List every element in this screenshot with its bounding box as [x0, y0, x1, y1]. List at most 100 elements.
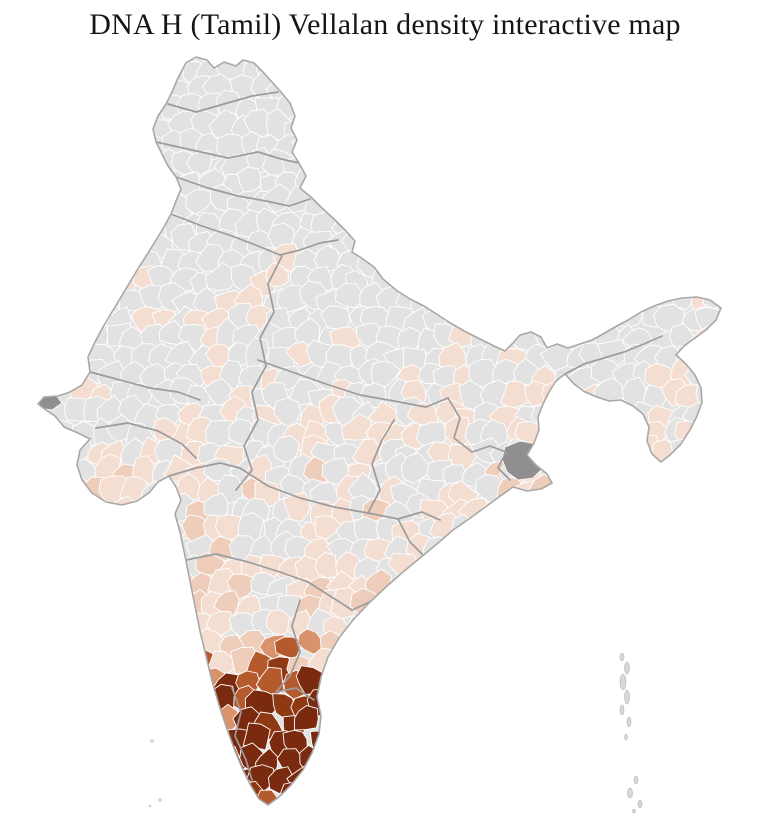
district-cell[interactable]	[14, 264, 42, 296]
district-cell[interactable]	[654, 613, 687, 642]
district-cell[interactable]	[678, 606, 708, 637]
district-cell[interactable]	[492, 749, 524, 774]
district-cell[interactable]	[587, 664, 621, 693]
district-cell[interactable]	[680, 694, 707, 720]
district-cell[interactable]	[336, 740, 366, 772]
district-cell[interactable]	[551, 440, 582, 468]
district-cell[interactable]	[51, 653, 80, 682]
district-cell[interactable]	[724, 210, 754, 238]
district-cell[interactable]	[609, 477, 643, 504]
district-cell[interactable]	[642, 555, 678, 586]
district-cell[interactable]	[114, 733, 142, 761]
district-cell[interactable]	[529, 95, 560, 123]
district-cell[interactable]	[247, 802, 275, 813]
district-cell[interactable]	[12, 724, 40, 749]
district-cell[interactable]	[595, 210, 624, 237]
district-cell[interactable]	[425, 692, 455, 717]
district-cell[interactable]	[715, 495, 742, 523]
district-cell[interactable]	[710, 513, 739, 537]
district-cell[interactable]	[668, 210, 695, 239]
district-cell[interactable]	[429, 151, 456, 181]
district-cell[interactable]	[720, 113, 750, 142]
district-cell[interactable]	[666, 746, 696, 773]
district-cell[interactable]	[626, 58, 658, 85]
district-cell[interactable]	[552, 594, 581, 621]
district-cell[interactable]	[434, 628, 458, 658]
district-cell[interactable]	[18, 751, 50, 776]
district-cell[interactable]	[136, 749, 165, 777]
district-cell[interactable]	[401, 648, 434, 681]
district-cell[interactable]	[731, 652, 763, 678]
district-cell[interactable]	[511, 513, 543, 543]
district-cell[interactable]	[201, 745, 227, 770]
district-cell[interactable]	[635, 644, 664, 678]
district-cell[interactable]	[483, 75, 516, 104]
district-cell[interactable]	[526, 587, 555, 617]
district-cell[interactable]	[89, 766, 122, 789]
district-cell[interactable]	[433, 131, 467, 158]
district-cell[interactable]	[185, 149, 213, 176]
district-cell[interactable]	[44, 437, 73, 464]
district-cell[interactable]	[46, 57, 73, 82]
district-cell[interactable]	[132, 49, 162, 82]
district-cell[interactable]	[643, 790, 677, 813]
district-cell[interactable]	[711, 779, 740, 809]
district-cell[interactable]	[697, 689, 729, 714]
district-cell[interactable]	[485, 689, 515, 717]
district-cell[interactable]	[556, 722, 586, 749]
district-cell[interactable]	[584, 515, 617, 546]
district-cell[interactable]	[562, 311, 589, 338]
district-cell[interactable]	[674, 538, 701, 564]
district-cell[interactable]	[322, 90, 348, 121]
district-cell[interactable]	[192, 771, 217, 795]
district-cell[interactable]	[461, 75, 489, 101]
district-cell[interactable]	[662, 728, 692, 760]
district-cell[interactable]	[366, 799, 395, 813]
district-cell[interactable]	[44, 250, 73, 278]
district-cell[interactable]	[489, 673, 521, 699]
district-cell[interactable]	[35, 768, 61, 794]
district-cell[interactable]	[729, 243, 755, 273]
district-cell[interactable]	[64, 40, 96, 62]
district-cell[interactable]	[350, 209, 379, 239]
district-cell[interactable]	[81, 784, 110, 812]
district-cell[interactable]	[26, 478, 51, 508]
district-cell[interactable]	[155, 592, 188, 621]
district-cell[interactable]	[724, 397, 752, 426]
district-cell[interactable]	[580, 769, 613, 794]
district-cell[interactable]	[722, 785, 753, 812]
district-cell[interactable]	[320, 667, 348, 700]
district-cell[interactable]	[16, 345, 44, 370]
district-cell[interactable]	[561, 765, 592, 796]
district-cell[interactable]	[16, 634, 48, 666]
district-cell[interactable]	[395, 164, 423, 195]
district-cell[interactable]	[329, 113, 358, 136]
district-cell[interactable]	[38, 551, 67, 581]
district-cell[interactable]	[727, 128, 757, 158]
district-cell[interactable]	[205, 761, 234, 794]
island[interactable]	[637, 799, 643, 809]
district-cell[interactable]	[526, 555, 556, 583]
district-cell[interactable]	[14, 460, 36, 482]
district-cell[interactable]	[65, 653, 97, 679]
district-cell[interactable]	[565, 187, 594, 217]
district-cell[interactable]	[567, 206, 595, 236]
district-cell[interactable]	[540, 607, 569, 640]
district-cell[interactable]	[431, 249, 461, 272]
district-cell[interactable]	[30, 690, 60, 721]
district-cell[interactable]	[720, 538, 752, 564]
district-cell[interactable]	[571, 247, 603, 276]
district-cell[interactable]	[337, 707, 371, 736]
district-cell[interactable]	[419, 176, 446, 202]
district-cell[interactable]	[618, 605, 650, 636]
district-cell[interactable]	[401, 150, 429, 180]
district-cell[interactable]	[416, 628, 445, 658]
island[interactable]	[624, 689, 630, 705]
district-cell[interactable]	[373, 53, 405, 80]
district-cell[interactable]	[45, 419, 76, 450]
district-cell[interactable]	[432, 587, 465, 618]
district-cell[interactable]	[121, 134, 153, 159]
district-cell[interactable]	[434, 89, 466, 120]
district-cell[interactable]	[23, 285, 51, 315]
